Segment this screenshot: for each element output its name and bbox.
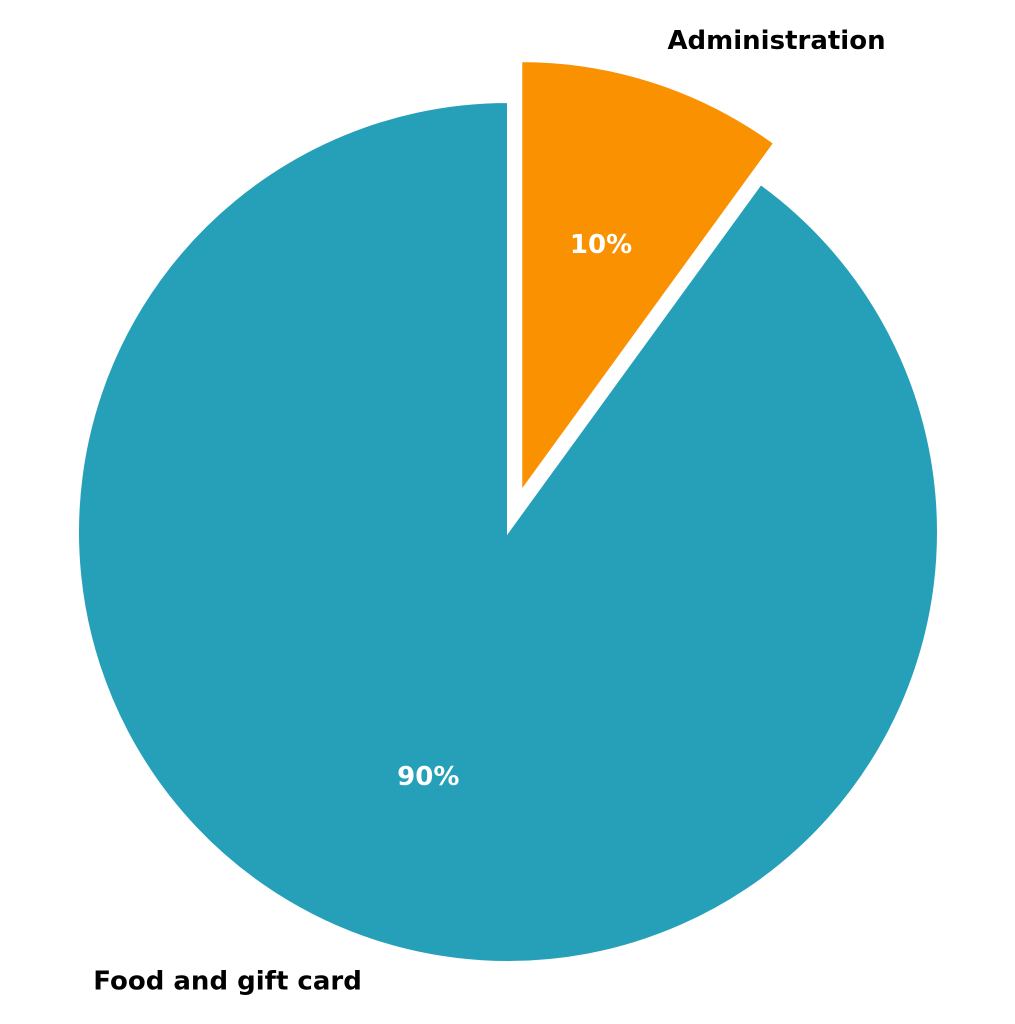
slice-label: Food and gift card	[93, 966, 362, 996]
value-label: 10%	[570, 230, 632, 260]
value-label: 90%	[397, 762, 459, 792]
pie-slice	[520, 60, 776, 495]
slice-label: Administration	[667, 26, 885, 56]
pie-slice	[77, 100, 939, 963]
